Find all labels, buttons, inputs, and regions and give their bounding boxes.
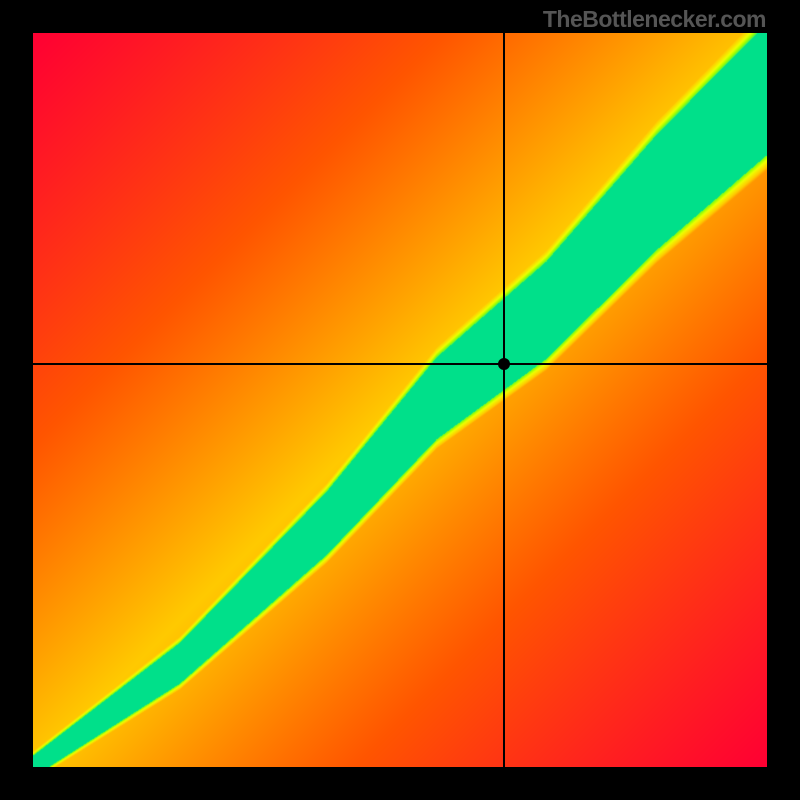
selection-marker[interactable] (498, 358, 510, 370)
crosshair-horizontal (33, 363, 767, 365)
border-bottom (0, 767, 800, 800)
border-left (0, 0, 33, 800)
chart-container: TheBottlenecker.com (0, 0, 800, 800)
border-right (767, 0, 800, 800)
bottleneck-heatmap (33, 33, 767, 767)
watermark-label: TheBottlenecker.com (543, 6, 766, 33)
crosshair-vertical (503, 33, 505, 767)
